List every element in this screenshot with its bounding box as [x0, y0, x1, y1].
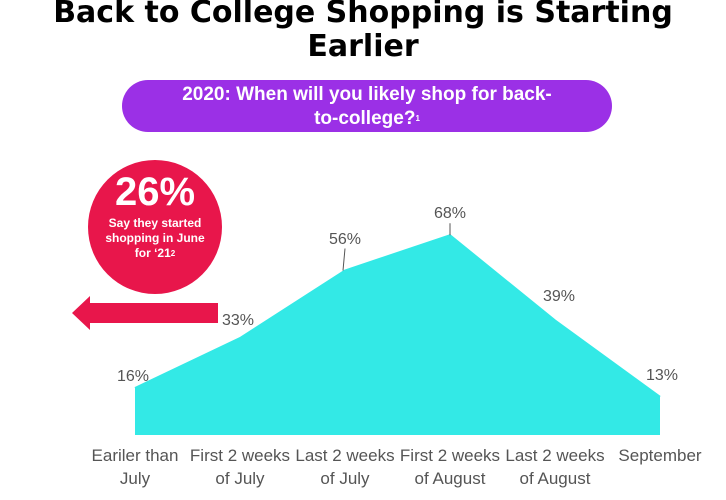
callout: 26% Say they started shopping in June fo… — [88, 160, 222, 294]
x-tick-label: Last 2 weeks of July — [295, 446, 395, 488]
subtitle: 2020: When will you likely shop for back… — [182, 84, 552, 129]
x-tick-label: First 2 weeks of July — [189, 446, 291, 488]
chart-title: Back to College Shopping is Starting Ear… — [53, 0, 673, 64]
callout-text: Say they started shopping in June for ‘2… — [105, 216, 205, 260]
value-label: 56% — [328, 230, 362, 248]
x-tick-label: September — [618, 446, 702, 465]
x-tick-label: First 2 weeks of August — [399, 446, 501, 488]
value-label: 16% — [116, 368, 150, 385]
callout-value: 26% — [114, 170, 196, 214]
arrow — [72, 296, 218, 330]
area-fill — [135, 235, 660, 435]
value-label: 39% — [542, 288, 576, 306]
area-line — [134, 234, 661, 398]
value-label: 68% — [433, 205, 467, 223]
leader-line — [342, 248, 346, 271]
x-tick-label: Eariler than July — [91, 446, 179, 488]
x-tick-label: Last 2 weeks of August — [505, 446, 605, 488]
subtitle-pill: 2020: When will you likely shop for back… — [122, 80, 612, 132]
footnote-mark: 1 — [415, 114, 420, 123]
value-label: 33% — [221, 312, 255, 330]
value-label: 13% — [645, 366, 679, 384]
footnote-mark: 2 — [170, 249, 176, 258]
